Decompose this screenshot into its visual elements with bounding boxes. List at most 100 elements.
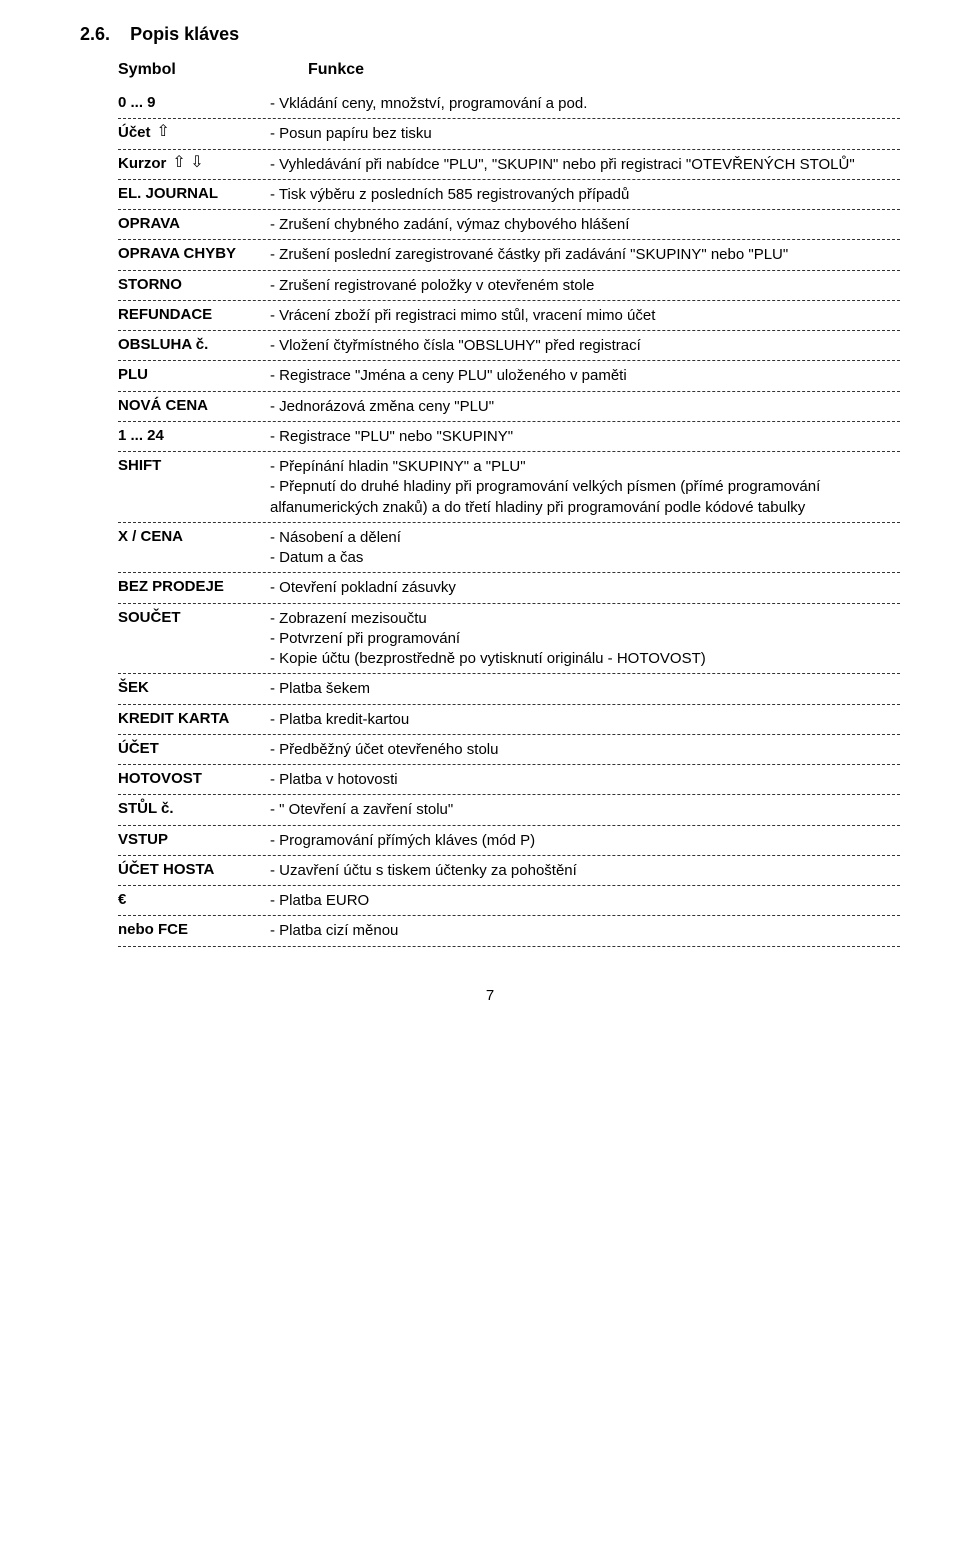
symbol-text: KREDIT KARTA (118, 710, 229, 727)
description-line: - Uzavření účtu s tiskem účtenky za poho… (270, 861, 900, 881)
separator (118, 764, 900, 765)
description-cell: - Platba šekem (270, 679, 900, 699)
table-row: Účet⇧- Posun papíru bez tisku (80, 121, 900, 146)
header-symbol: Symbol (80, 61, 308, 79)
symbol-cell: EL. JOURNAL (80, 185, 270, 202)
symbol-text: ÚČET (118, 740, 159, 757)
table-row: SHIFT - Přepínání hladin "SKUPINY" a "PLU… (80, 454, 900, 520)
table-row: NOVÁ CENA - Jednorázová změna ceny "PLU" (80, 394, 900, 419)
description-line: - Předběžný účet otevřeného stolu (270, 740, 900, 760)
separator (118, 330, 900, 331)
table-row: REFUNDACE- Vrácení zboží při registraci … (80, 303, 900, 328)
separator (118, 179, 900, 180)
symbol-text: ÚČET HOSTA (118, 861, 214, 878)
table-row: 0 ... 9- Vkládání ceny, množství, progra… (80, 91, 900, 116)
symbol-cell: 0 ... 9 (80, 94, 270, 111)
header-funkce: Funkce (308, 61, 364, 79)
symbol-text: SHIFT (118, 457, 161, 474)
separator (118, 946, 900, 947)
separator (118, 855, 900, 856)
description-line: - Platba šekem (270, 679, 900, 699)
table-row: Kurzor⇧ ⇩- Vyhledávání při nabídce "PLU"… (80, 152, 900, 177)
symbol-cell: Kurzor⇧ ⇩ (80, 155, 270, 172)
symbol-text: SOUČET (118, 609, 181, 626)
description-cell: - " Otevření a zavření stolu" (270, 800, 900, 820)
symbol-cell: Účet⇧ (80, 124, 270, 141)
description-line: - Posun papíru bez tisku (270, 124, 900, 144)
description-cell: - Posun papíru bez tisku (270, 124, 900, 144)
description-cell: - Registrace "Jména a ceny PLU" uloženéh… (270, 366, 900, 386)
table-row: nebo FCE- Platba cizí měnou (80, 918, 900, 943)
symbol-cell: STORNO (80, 276, 270, 293)
description-line: - Otevření pokladní zásuvky (270, 578, 900, 598)
page-number: 7 (80, 987, 900, 1004)
separator (118, 825, 900, 826)
description-cell: - Vyhledávání při nabídce "PLU", "SKUPIN… (270, 155, 900, 175)
table-row: OBSLUHA č. - Vložení čtyřmístného čísla "… (80, 333, 900, 358)
symbol-text: NOVÁ CENA (118, 397, 208, 414)
table-row: ÚČET HOSTA - Uzavření účtu s tiskem účten… (80, 858, 900, 883)
symbol-text: STORNO (118, 276, 182, 293)
separator (118, 522, 900, 523)
table-row: STŮL č.- " Otevření a zavření stolu" (80, 797, 900, 822)
symbol-text: BEZ PRODEJE (118, 578, 224, 595)
table-row: ŠEK- Platba šekem (80, 676, 900, 701)
symbol-text: HOTOVOST (118, 770, 202, 787)
separator (118, 885, 900, 886)
document-page: 2.6. Popis kláves Symbol Funkce 0 ... 9-… (0, 0, 960, 1044)
symbol-cell: nebo FCE (80, 921, 270, 938)
symbol-cell: KREDIT KARTA (80, 710, 270, 727)
separator (118, 209, 900, 210)
table-row: KREDIT KARTA - Platba kredit-kartou (80, 707, 900, 732)
table-row: ÚČET - Předběžný účet otevřeného stolu (80, 737, 900, 762)
symbol-cell: ÚČET (80, 740, 270, 757)
symbol-cell: ÚČET HOSTA (80, 861, 270, 878)
symbol-cell: OBSLUHA č. (80, 336, 270, 353)
table-row: SOUČET- Zobrazení mezisoučtu- Potvrzení … (80, 606, 900, 672)
separator (118, 673, 900, 674)
symbol-text: OBSLUHA č. (118, 336, 208, 353)
symbol-text: nebo FCE (118, 921, 188, 938)
description-line: - Potvrzení při programování (270, 629, 900, 649)
description-cell: - Jednorázová změna ceny "PLU" (270, 397, 900, 417)
separator (118, 391, 900, 392)
symbol-cell: REFUNDACE (80, 306, 270, 323)
description-cell: - Předběžný účet otevřeného stolu (270, 740, 900, 760)
table-row: EL. JOURNAL- Tisk výběru z posledních 58… (80, 182, 900, 207)
description-line: - Kopie účtu (bezprostředně po vytisknut… (270, 649, 900, 669)
symbol-cell: VSTUP (80, 831, 270, 848)
separator (118, 300, 900, 301)
symbol-cell: PLU (80, 366, 270, 383)
table-header: Symbol Funkce (80, 61, 900, 79)
separator (118, 270, 900, 271)
table-row: OPRAVA - Zrušení chybného zadání, výmaz c… (80, 212, 900, 237)
description-line: - Zrušení chybného zadání, výmaz chybové… (270, 215, 900, 235)
description-cell: - Zrušení poslední zaregistrované částky… (270, 245, 900, 265)
description-cell: - Vkládání ceny, množství, programování … (270, 94, 900, 114)
separator (118, 239, 900, 240)
symbol-text: OPRAVA (118, 215, 180, 232)
table-row: 1 ... 24- Registrace "PLU" nebo "SKUPINY… (80, 424, 900, 449)
description-line: - Přepínání hladin "SKUPINY" a "PLU" (270, 457, 900, 477)
symbol-cell: STŮL č. (80, 800, 270, 817)
symbol-cell: X / CENA (80, 528, 270, 545)
table-row: BEZ PRODEJE - Otevření pokladní zásuvky (80, 575, 900, 600)
description-line: - Jednorázová změna ceny "PLU" (270, 397, 900, 417)
section-heading: 2.6. Popis kláves (80, 24, 900, 45)
symbol-text: Kurzor (118, 155, 166, 172)
description-line: - Programování přímých kláves (mód P) (270, 831, 900, 851)
description-line: - Platba v hotovosti (270, 770, 900, 790)
symbol-text: OPRAVA CHYBY (118, 245, 236, 262)
section-title-text: Popis kláves (130, 24, 239, 44)
separator (118, 734, 900, 735)
symbol-text: 1 ... 24 (118, 427, 164, 444)
symbol-cell: SHIFT (80, 457, 270, 474)
separator (118, 451, 900, 452)
separator (118, 118, 900, 119)
separator (118, 572, 900, 573)
description-cell: - Vložení čtyřmístného čísla "OBSLUHY" p… (270, 336, 900, 356)
description-cell: - Vrácení zboží při registraci mimo stůl… (270, 306, 900, 326)
symbol-text: VSTUP (118, 831, 168, 848)
description-line: - Zrušení registrované položky v otevřen… (270, 276, 900, 296)
description-line: - Platba kredit-kartou (270, 710, 900, 730)
